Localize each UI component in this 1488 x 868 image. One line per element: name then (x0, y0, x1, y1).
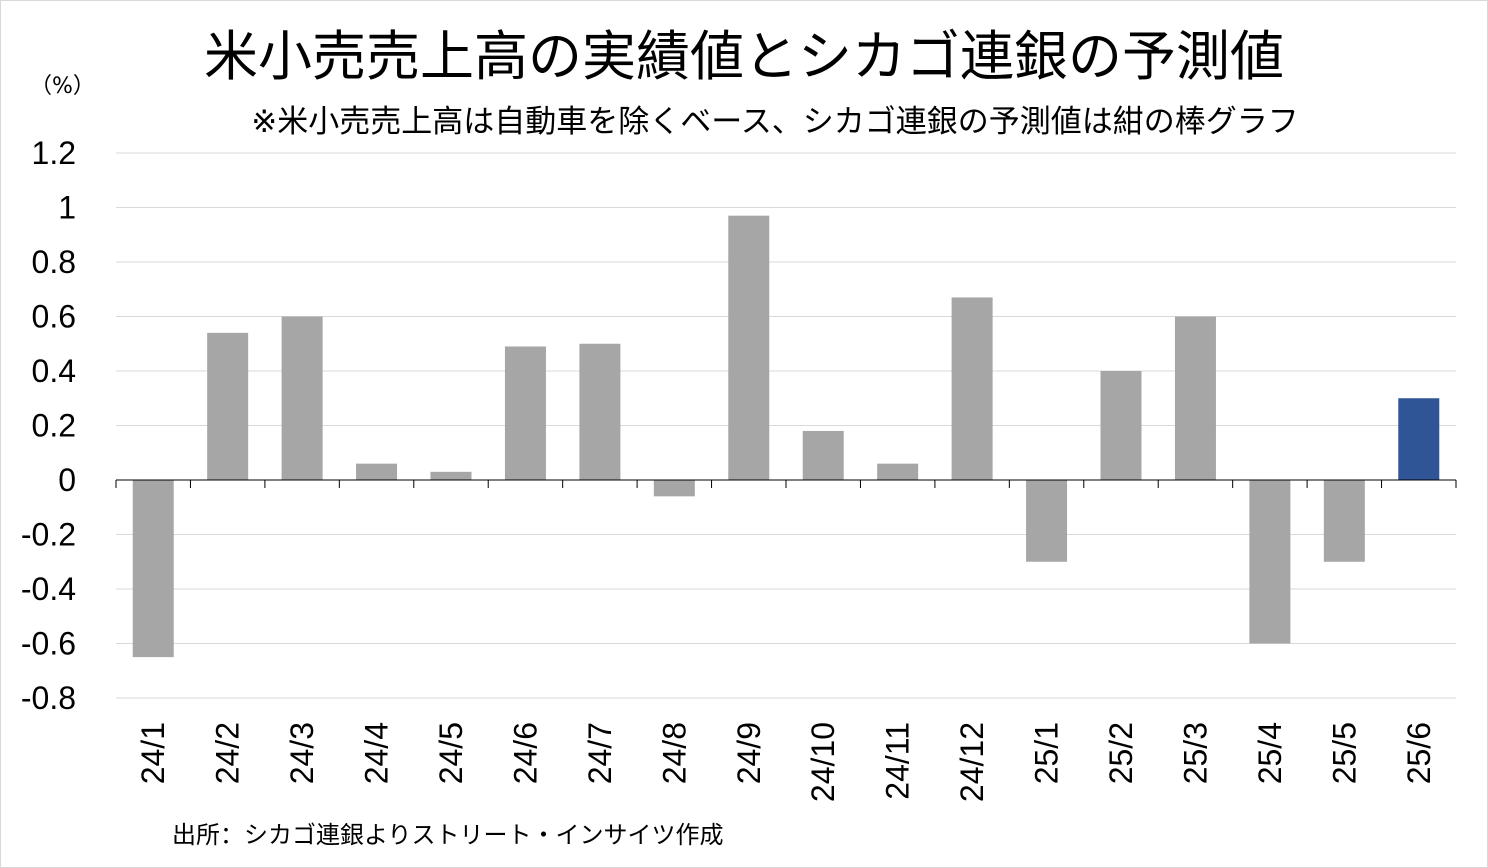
bar (430, 471, 472, 480)
y-tick-label: 1.2 (32, 135, 76, 171)
x-tick-label: 24/9 (731, 722, 767, 784)
bar (281, 316, 323, 480)
x-tick-label: 25/4 (1252, 722, 1288, 784)
chart-title: 米小売売上高の実績値とシカゴ連銀の予測値 (204, 25, 1284, 88)
x-tick-label: 24/1 (135, 722, 171, 784)
y-tick-label: -0.6 (21, 626, 76, 662)
x-tick-label: 24/8 (656, 722, 692, 784)
x-tick-label: 25/2 (1103, 722, 1139, 784)
y-tick-label: 0.2 (32, 408, 76, 444)
y-tick-label: -0.2 (21, 517, 76, 553)
x-tick-label: 25/3 (1177, 722, 1213, 784)
y-tick-label: 1 (58, 190, 76, 226)
x-tick-label: 25/5 (1326, 722, 1362, 784)
y-unit-label: （%） (30, 74, 95, 99)
bar (653, 480, 695, 497)
y-tick-label: 0.6 (32, 299, 76, 335)
y-tick-label: -0.4 (21, 571, 76, 607)
bar (356, 463, 398, 480)
y-tick-label: -0.8 (21, 680, 76, 716)
x-tick-label: 24/6 (507, 722, 543, 784)
bar (132, 480, 174, 658)
y-tick-label: 0.4 (32, 353, 76, 389)
x-tick-label: 25/1 (1029, 722, 1065, 784)
bar (1398, 398, 1440, 480)
bar (1174, 316, 1216, 480)
x-tick-label: 24/12 (954, 722, 990, 802)
bar (1100, 371, 1142, 480)
bar (728, 215, 770, 481)
bar (1323, 480, 1365, 562)
bar (1249, 480, 1291, 644)
bar (1026, 480, 1068, 562)
y-tick-label: 0 (58, 462, 76, 498)
x-tick-label: 24/3 (284, 722, 320, 784)
bar (207, 332, 249, 480)
y-tick-label: 0.8 (32, 244, 76, 280)
bar (802, 430, 844, 480)
x-tick-label: 25/6 (1401, 722, 1437, 784)
bar (579, 343, 621, 480)
x-tick-label: 24/2 (210, 722, 246, 784)
x-tick-label: 24/11 (880, 722, 916, 800)
bar (877, 463, 919, 480)
chart-subtitle: ※米小売売上高は自動車を除くベース、シカゴ連銀の予測値は紺の棒グラフ (251, 104, 1299, 140)
x-tick-label: 24/10 (805, 722, 841, 802)
x-tick-label: 24/4 (359, 722, 395, 784)
x-tick-label: 24/7 (582, 722, 618, 784)
bar (504, 346, 546, 480)
source-note: 出所：シカゴ連銀よりストリート・インサイツ作成 (172, 821, 724, 849)
x-tick-label: 24/5 (433, 722, 469, 784)
bar (951, 297, 993, 480)
